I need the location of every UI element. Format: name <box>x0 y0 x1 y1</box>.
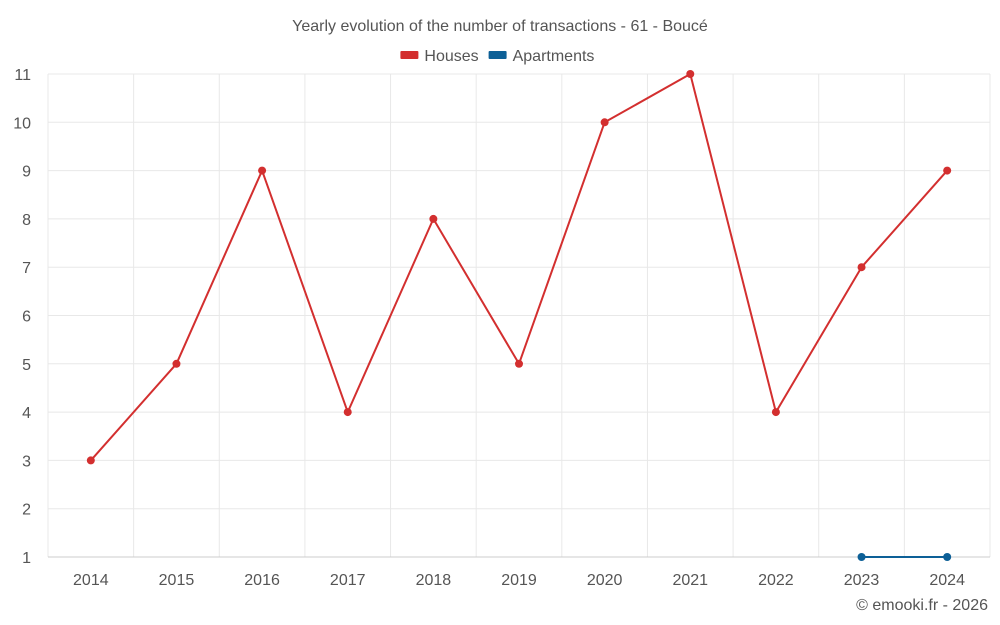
x-tick-label: 2024 <box>929 572 965 589</box>
x-tick-label: 2018 <box>416 572 452 589</box>
y-tick-label: 8 <box>22 212 31 229</box>
data-point-houses <box>600 118 609 127</box>
x-tick-label: 2022 <box>758 572 794 589</box>
legend-item-houses: Houses <box>400 48 479 65</box>
data-point-houses <box>943 166 952 175</box>
data-point-houses <box>258 166 267 175</box>
y-tick-label: 10 <box>13 115 31 132</box>
y-tick-label: 3 <box>22 453 31 470</box>
y-tick-label: 11 <box>14 67 31 84</box>
y-axis: 1 2 3 4 5 6 7 8 9 10 11 <box>13 67 31 567</box>
y-tick-label: 4 <box>22 405 31 422</box>
x-tick-label: 2023 <box>844 572 880 589</box>
legend: Houses Apartments <box>400 48 594 65</box>
data-point-houses <box>429 214 438 223</box>
chart-title: Yearly evolution of the number of transa… <box>292 18 708 35</box>
y-tick-label: 2 <box>22 502 31 519</box>
x-tick-label: 2020 <box>587 572 623 589</box>
y-tick-label: 6 <box>22 309 31 326</box>
data-point-houses <box>172 359 181 368</box>
data-point-houses <box>343 408 352 417</box>
y-tick-label: 5 <box>22 357 31 374</box>
x-tick-label: 2021 <box>672 572 708 589</box>
legend-swatch <box>400 51 419 59</box>
legend-item-apartments: Apartments <box>488 48 595 65</box>
legend-swatch <box>488 51 507 59</box>
y-tick-label: 1 <box>22 550 31 567</box>
y-tick-label: 7 <box>22 260 31 277</box>
data-point-apartments <box>857 553 866 561</box>
x-tick-label: 2014 <box>73 572 109 589</box>
data-point-houses <box>771 408 780 417</box>
x-tick-label: 2017 <box>330 572 366 589</box>
x-tick-label: 2015 <box>159 572 195 589</box>
x-axis: 2014 2015 2016 2017 2018 2019 2020 2021 2022 2023… <box>73 572 965 589</box>
legend-label: Apartments <box>513 48 595 65</box>
data-point-apartments <box>943 553 952 561</box>
series-group <box>86 70 952 561</box>
x-tick-label: 2016 <box>244 572 280 589</box>
credit: © emooki.fr - 2026 <box>856 597 988 614</box>
data-point-houses <box>515 359 523 368</box>
legend-label: Houses <box>424 48 478 65</box>
data-point-houses <box>686 70 695 78</box>
data-point-houses <box>857 263 866 272</box>
x-tick-label: 2019 <box>501 572 537 589</box>
data-point-houses <box>86 456 95 465</box>
grid <box>47 73 991 558</box>
y-tick-label: 9 <box>22 164 31 181</box>
